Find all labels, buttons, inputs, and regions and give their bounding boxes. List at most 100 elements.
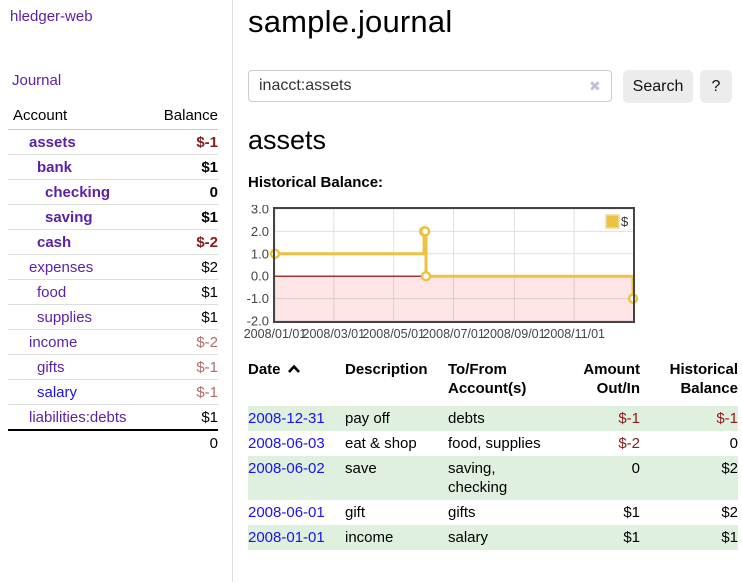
accounts-table-body: assets $-1 bank $1 checking 0 saving $1 cash $-2 e… xyxy=(8,130,218,431)
account-link[interactable]: liabilities:debts xyxy=(29,408,127,426)
account-row: bank $1 xyxy=(8,155,218,180)
app-brand-link[interactable]: hledger-web xyxy=(10,8,93,25)
main-content: sample.journal ✖ Search ? assets Histori… xyxy=(244,0,742,582)
search-form: ✖ Search ? xyxy=(248,70,742,103)
account-row: checking 0 xyxy=(8,180,218,205)
legend-swatch xyxy=(605,214,620,229)
register-header-accounts: To/From Account(s) xyxy=(448,361,527,397)
account-balance: $1 xyxy=(201,283,218,301)
historical-balance-chart[interactable]: $3.0 2.0 1.0 0.0 -1.0 -2.0 2008/01/01 2008/03/0… xyxy=(241,202,721,347)
register-balance: 0 xyxy=(729,435,738,452)
x-tick-label: 2008/03/01 xyxy=(303,327,366,341)
account-row: expenses $2 xyxy=(8,255,218,280)
accounts-table: Account Balance assets $-1 bank $1 checking 0… xyxy=(8,104,218,456)
account-balance: $-1 xyxy=(196,383,218,401)
account-link[interactable]: saving xyxy=(45,208,93,226)
account-link[interactable]: supplies xyxy=(37,308,93,326)
search-button[interactable]: Search xyxy=(623,70,693,103)
register-balance: $1 xyxy=(721,529,738,546)
account-link[interactable]: assets xyxy=(29,133,76,151)
account-row: assets $-1 xyxy=(8,130,218,155)
register-description: pay off xyxy=(345,410,390,427)
register-description: save xyxy=(345,460,377,477)
accounts-total-spacer xyxy=(8,430,148,456)
register-row: 2008-06-03 eat & shop food, supplies $-2 0 xyxy=(248,431,738,456)
register-header-date[interactable]: Date xyxy=(248,360,345,406)
transaction-date-link[interactable]: 2008-12-31 xyxy=(248,410,325,427)
account-balance: $1 xyxy=(201,308,218,326)
accounts-header-account: Account xyxy=(13,107,68,124)
account-name-cell: salary xyxy=(8,380,148,405)
register-header-description: Description xyxy=(345,361,428,378)
page-title: sample.journal xyxy=(248,4,453,39)
register-header-date-label: Date xyxy=(248,361,281,378)
y-tick-label: 2.0 xyxy=(251,224,269,239)
account-balance: $-2 xyxy=(196,333,218,351)
plot-border xyxy=(273,207,635,323)
accounts-table-header: Account Balance xyxy=(8,104,218,130)
account-row: salary $-1 xyxy=(8,380,218,405)
register-accounts: debts xyxy=(448,410,485,427)
account-name-cell: assets xyxy=(8,130,148,155)
account-row: supplies $1 xyxy=(8,305,218,330)
help-button[interactable]: ? xyxy=(700,70,732,103)
register-description: eat & shop xyxy=(345,435,417,452)
account-link[interactable]: income xyxy=(29,333,78,351)
y-tick-label: 3.0 xyxy=(251,205,269,217)
transaction-date-link[interactable]: 2008-01-01 xyxy=(248,529,325,546)
x-tick-label: 2008/01/01 xyxy=(244,327,307,341)
account-balance: $2 xyxy=(201,258,218,276)
account-link[interactable]: salary xyxy=(37,383,78,401)
account-name-cell: gifts xyxy=(8,355,148,380)
register-header-amount: Amount Out/In xyxy=(583,361,640,397)
transaction-date-link[interactable]: 2008-06-01 xyxy=(248,504,325,521)
account-name-cell: liabilities:debts xyxy=(8,405,148,431)
accounts-header-balance: Balance xyxy=(163,107,218,124)
account-balance: $-1 xyxy=(196,358,218,376)
sidebar-item-journal[interactable]: Journal xyxy=(12,72,62,89)
account-balance: $1 xyxy=(201,208,218,226)
register-accounts: gifts xyxy=(448,504,476,521)
register-date-cell: 2008-12-31 xyxy=(248,406,345,431)
x-tick-label: 2008/07/01 xyxy=(422,327,485,341)
register-row: 2008-06-02 save saving, checking 0 $2 xyxy=(248,456,738,500)
account-name-cell: checking xyxy=(8,180,148,205)
register-amount: $-2 xyxy=(618,435,640,452)
account-name-cell: food xyxy=(8,280,148,305)
register-header-balance: Historical Balance xyxy=(669,361,738,397)
account-row: income $-2 xyxy=(8,330,218,355)
chart-canvas[interactable]: $3.0 2.0 1.0 0.0 -1.0 -2.02008/01/012008/03/0… xyxy=(241,202,721,347)
negative-region xyxy=(275,276,633,321)
register-accounts: food, supplies xyxy=(448,435,541,452)
account-link[interactable]: expenses xyxy=(29,258,94,276)
register-accounts: saving, checking xyxy=(448,460,508,496)
register-row: 2008-06-01 gift gifts $1 $2 xyxy=(248,500,738,525)
x-tick-label: 2008/09/01 xyxy=(483,327,546,341)
x-tick-label: 2008/11/01 xyxy=(543,327,605,341)
register-row: 2008-01-01 income salary $1 $1 xyxy=(248,525,738,550)
search-input[interactable] xyxy=(248,70,612,102)
transaction-date-link[interactable]: 2008-06-02 xyxy=(248,460,325,477)
account-link[interactable]: bank xyxy=(37,158,73,176)
account-link[interactable]: checking xyxy=(45,183,111,201)
account-link[interactable]: cash xyxy=(37,233,72,251)
register-accounts: salary xyxy=(448,529,489,546)
account-balance: $1 xyxy=(201,408,218,426)
transaction-date-link[interactable]: 2008-06-03 xyxy=(248,435,325,452)
register-table-header: Date Description To/From Account(s) Amou… xyxy=(248,360,738,406)
account-name-cell: cash xyxy=(8,230,148,255)
account-link[interactable]: food xyxy=(37,283,67,301)
register-date-cell: 2008-06-01 xyxy=(248,500,345,525)
register-date-cell: 2008-01-01 xyxy=(248,525,345,550)
sidebar: hledger-web Journal Account Balance asse… xyxy=(0,0,233,582)
account-row: saving $1 xyxy=(8,205,218,230)
register-amount: 0 xyxy=(631,460,640,477)
account-link[interactable]: gifts xyxy=(37,358,65,376)
legend-label: $ xyxy=(621,214,629,229)
chart-title: Historical Balance: xyxy=(248,174,384,191)
clear-search-icon[interactable]: ✖ xyxy=(589,78,601,94)
register-balance: $-1 xyxy=(716,410,738,427)
x-tick-label: 2008/05/01 xyxy=(362,327,425,341)
register-amount: $-1 xyxy=(618,410,640,427)
y-tick-label: -1.0 xyxy=(247,291,269,306)
